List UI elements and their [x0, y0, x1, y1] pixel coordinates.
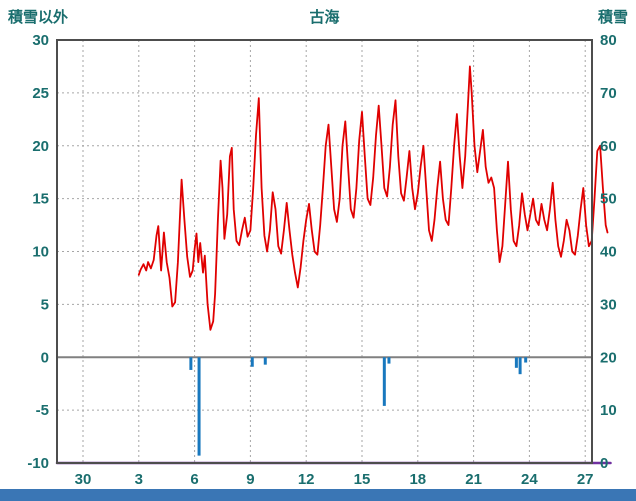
left-axis-tick-label: 30 [32, 32, 49, 49]
x-axis-tick-label: 24 [521, 471, 538, 488]
left-axis-tick-label: -10 [27, 455, 49, 472]
x-axis-tick-label: 18 [409, 471, 426, 488]
x-axis-tick-label: 9 [246, 471, 254, 488]
x-axis-tick-label: 21 [465, 471, 482, 488]
temperature-line [137, 65, 609, 331]
left-axis-tick-label: 10 [32, 244, 49, 261]
left-axis-tick-label: 25 [32, 85, 49, 102]
x-axis-tick-label: 12 [298, 471, 315, 488]
right-axis-tick-label: 30 [600, 296, 617, 313]
right-axis-tick-label: 10 [600, 402, 617, 419]
left-axis-tick-label: 15 [32, 191, 49, 208]
x-axis-tick-label: 30 [75, 471, 92, 488]
right-axis-tick-label: 20 [600, 349, 617, 366]
left-axis-tick-label: 20 [32, 138, 49, 155]
x-axis-tick-label: 27 [577, 471, 594, 488]
right-axis-tick-label: 70 [600, 85, 617, 102]
right-axis-tick-label: 50 [600, 191, 617, 208]
right-axis-tick-label: 80 [600, 32, 617, 49]
left-axis-title: 積雪以外 [8, 9, 69, 26]
right-axis-tick-label: 60 [600, 138, 617, 155]
right-axis-tick-label: 0 [600, 455, 608, 472]
left-axis-tick-label: 0 [41, 349, 49, 366]
right-axis-tick-label: 40 [600, 244, 617, 261]
x-axis-tick-label: 15 [354, 471, 371, 488]
left-axis-tick-label: 5 [41, 296, 49, 313]
right-axis-title: 積雪 [597, 9, 628, 26]
left-axis-tick-label: -5 [36, 402, 49, 419]
x-axis-tick-label: 6 [190, 471, 198, 488]
bottom-strip [0, 489, 636, 501]
plot-border [56, 39, 593, 464]
x-axis-tick-label: 3 [135, 471, 143, 488]
chart-title: 古海 [309, 9, 340, 26]
